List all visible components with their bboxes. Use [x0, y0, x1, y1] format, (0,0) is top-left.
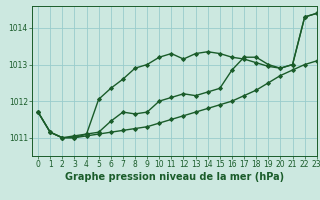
X-axis label: Graphe pression niveau de la mer (hPa): Graphe pression niveau de la mer (hPa): [65, 172, 284, 182]
